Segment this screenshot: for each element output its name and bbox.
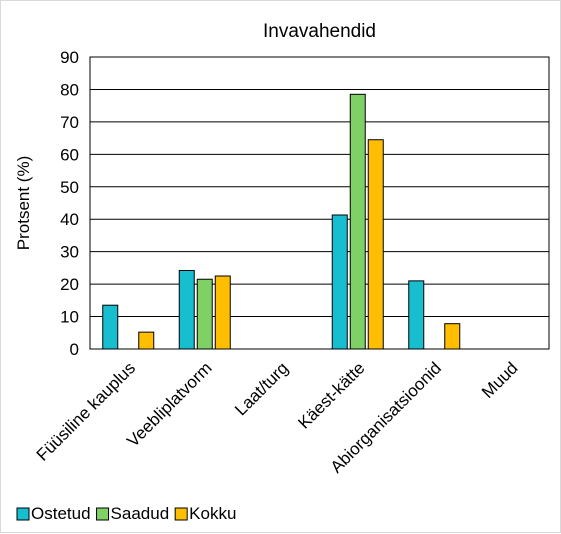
- bar-kokku-0: [138, 331, 155, 350]
- legend: Ostetud Saadud Kokku: [16, 504, 236, 523]
- legend-swatch-ostetud: [16, 507, 30, 521]
- bar-saadud-3: [349, 93, 366, 350]
- x-tick-label: Muud: [478, 358, 522, 402]
- bar-kokku-3: [367, 139, 384, 350]
- y-axis-label: Protsent (%): [14, 156, 33, 250]
- bar-ostetud-0: [102, 304, 119, 350]
- bar-kokku-1: [214, 275, 231, 350]
- y-tick-label: 30: [60, 243, 79, 262]
- y-tick-label: 10: [60, 308, 79, 327]
- y-tick-label: 20: [60, 275, 79, 294]
- y-tick-label: 40: [60, 210, 79, 229]
- legend-label-kokku: Kokku: [189, 504, 236, 523]
- x-tick-label: Laat/turg: [231, 358, 292, 419]
- y-tick-label: 90: [60, 48, 79, 67]
- y-tick-label: 70: [60, 113, 79, 132]
- legend-label-saadud: Saadud: [111, 504, 170, 523]
- y-tick-label: 80: [60, 80, 79, 99]
- legend-swatch-saadud: [96, 507, 110, 521]
- bar-ostetud-4: [408, 280, 425, 350]
- x-tick-label: Käest-kätte: [294, 358, 368, 432]
- bar-kokku-4: [444, 323, 461, 350]
- y-tick-label: 0: [70, 340, 79, 359]
- bar-ostetud-3: [331, 214, 348, 350]
- chart-title: Invavahendid: [263, 21, 376, 42]
- bars: [102, 93, 461, 350]
- gridlines: [90, 88, 549, 318]
- plot-area-border: [89, 56, 550, 350]
- bar-saadud-1: [196, 278, 213, 350]
- y-tick-label: 60: [60, 145, 79, 164]
- y-tick-label: 50: [60, 178, 79, 197]
- y-axis-ticks: 0 10 20 30 40 50 60 70 80 90: [60, 48, 79, 359]
- x-tick-label: Füüsiline kauplus: [33, 358, 139, 464]
- bar-ostetud-1: [178, 269, 195, 350]
- legend-swatch-kokku: [174, 507, 188, 521]
- legend-label-ostetud: Ostetud: [31, 504, 91, 523]
